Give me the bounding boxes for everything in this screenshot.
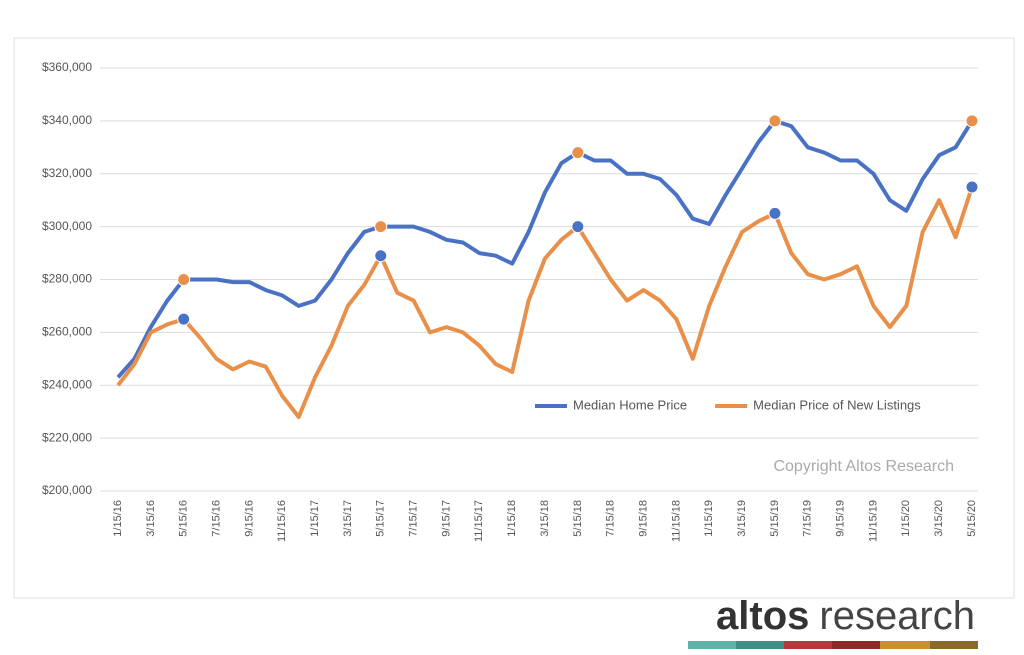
series-line [116,118,974,379]
point-marker [965,114,979,128]
x-tick-label: 5/15/20 [966,500,978,537]
y-tick-label: $220,000 [42,430,92,444]
point-marker [571,220,585,234]
annotation: Copyright Altos Research [773,458,954,475]
x-tick-label: 3/15/18 [539,500,551,537]
x-tick-label: 7/15/19 [802,500,814,537]
x-tick-label: 9/15/16 [243,500,255,537]
x-tick-label: 3/15/19 [736,500,748,537]
point-marker [768,206,782,220]
x-tick-label: 5/15/19 [769,500,781,537]
legend-label: Median Home Price [573,397,687,412]
y-tick-label: $240,000 [42,377,92,391]
x-tick-label: 1/15/16 [112,500,124,537]
point-marker [571,146,585,160]
x-tick-label: 11/15/16 [276,500,288,542]
y-tick-label: $320,000 [42,166,92,180]
y-tick-label: $260,000 [42,325,92,339]
x-tick-label: 3/15/16 [145,500,157,537]
x-tick-label: 1/15/19 [703,500,715,537]
x-tick-label: 7/15/18 [605,500,617,537]
x-tick-label: 5/15/16 [178,500,190,537]
x-tick-label: 7/15/16 [210,500,222,537]
x-tick-label: 9/15/17 [440,500,452,537]
x-tick-label: 11/15/19 [867,500,879,542]
point-marker [177,273,191,286]
x-tick-label: 7/15/17 [408,500,420,537]
point-marker [374,220,388,234]
point-marker [768,114,782,128]
point-marker [374,249,388,263]
legend-label: Median Price of New Listings [753,397,921,412]
x-tick-label: 11/15/17 [473,500,485,542]
y-tick-label: $340,000 [42,113,92,127]
point-marker [965,180,979,194]
y-tick-label: $200,000 [42,483,92,497]
logo-bold: altos [716,594,809,638]
x-tick-label: 5/15/18 [572,500,584,537]
series-line [116,186,974,419]
logo: altos research [716,594,975,638]
logo-light: research [819,594,975,638]
y-tick-label: $360,000 [42,60,92,74]
x-tick-label: 9/15/18 [637,500,649,537]
x-tick-label: 5/15/17 [375,500,387,537]
x-tick-label: 3/15/20 [933,500,945,537]
logo-bar [688,641,978,649]
x-tick-label: 1/15/18 [506,500,518,537]
x-tick-label: 9/15/19 [835,500,847,537]
point-marker [177,312,191,326]
x-tick-label: 1/15/17 [309,500,321,537]
y-tick-label: $300,000 [42,219,92,233]
y-tick-label: $280,000 [42,272,92,286]
x-tick-label: 1/15/20 [900,500,912,537]
x-tick-label: 3/15/17 [342,500,354,537]
x-tick-label: 11/15/18 [670,500,682,542]
